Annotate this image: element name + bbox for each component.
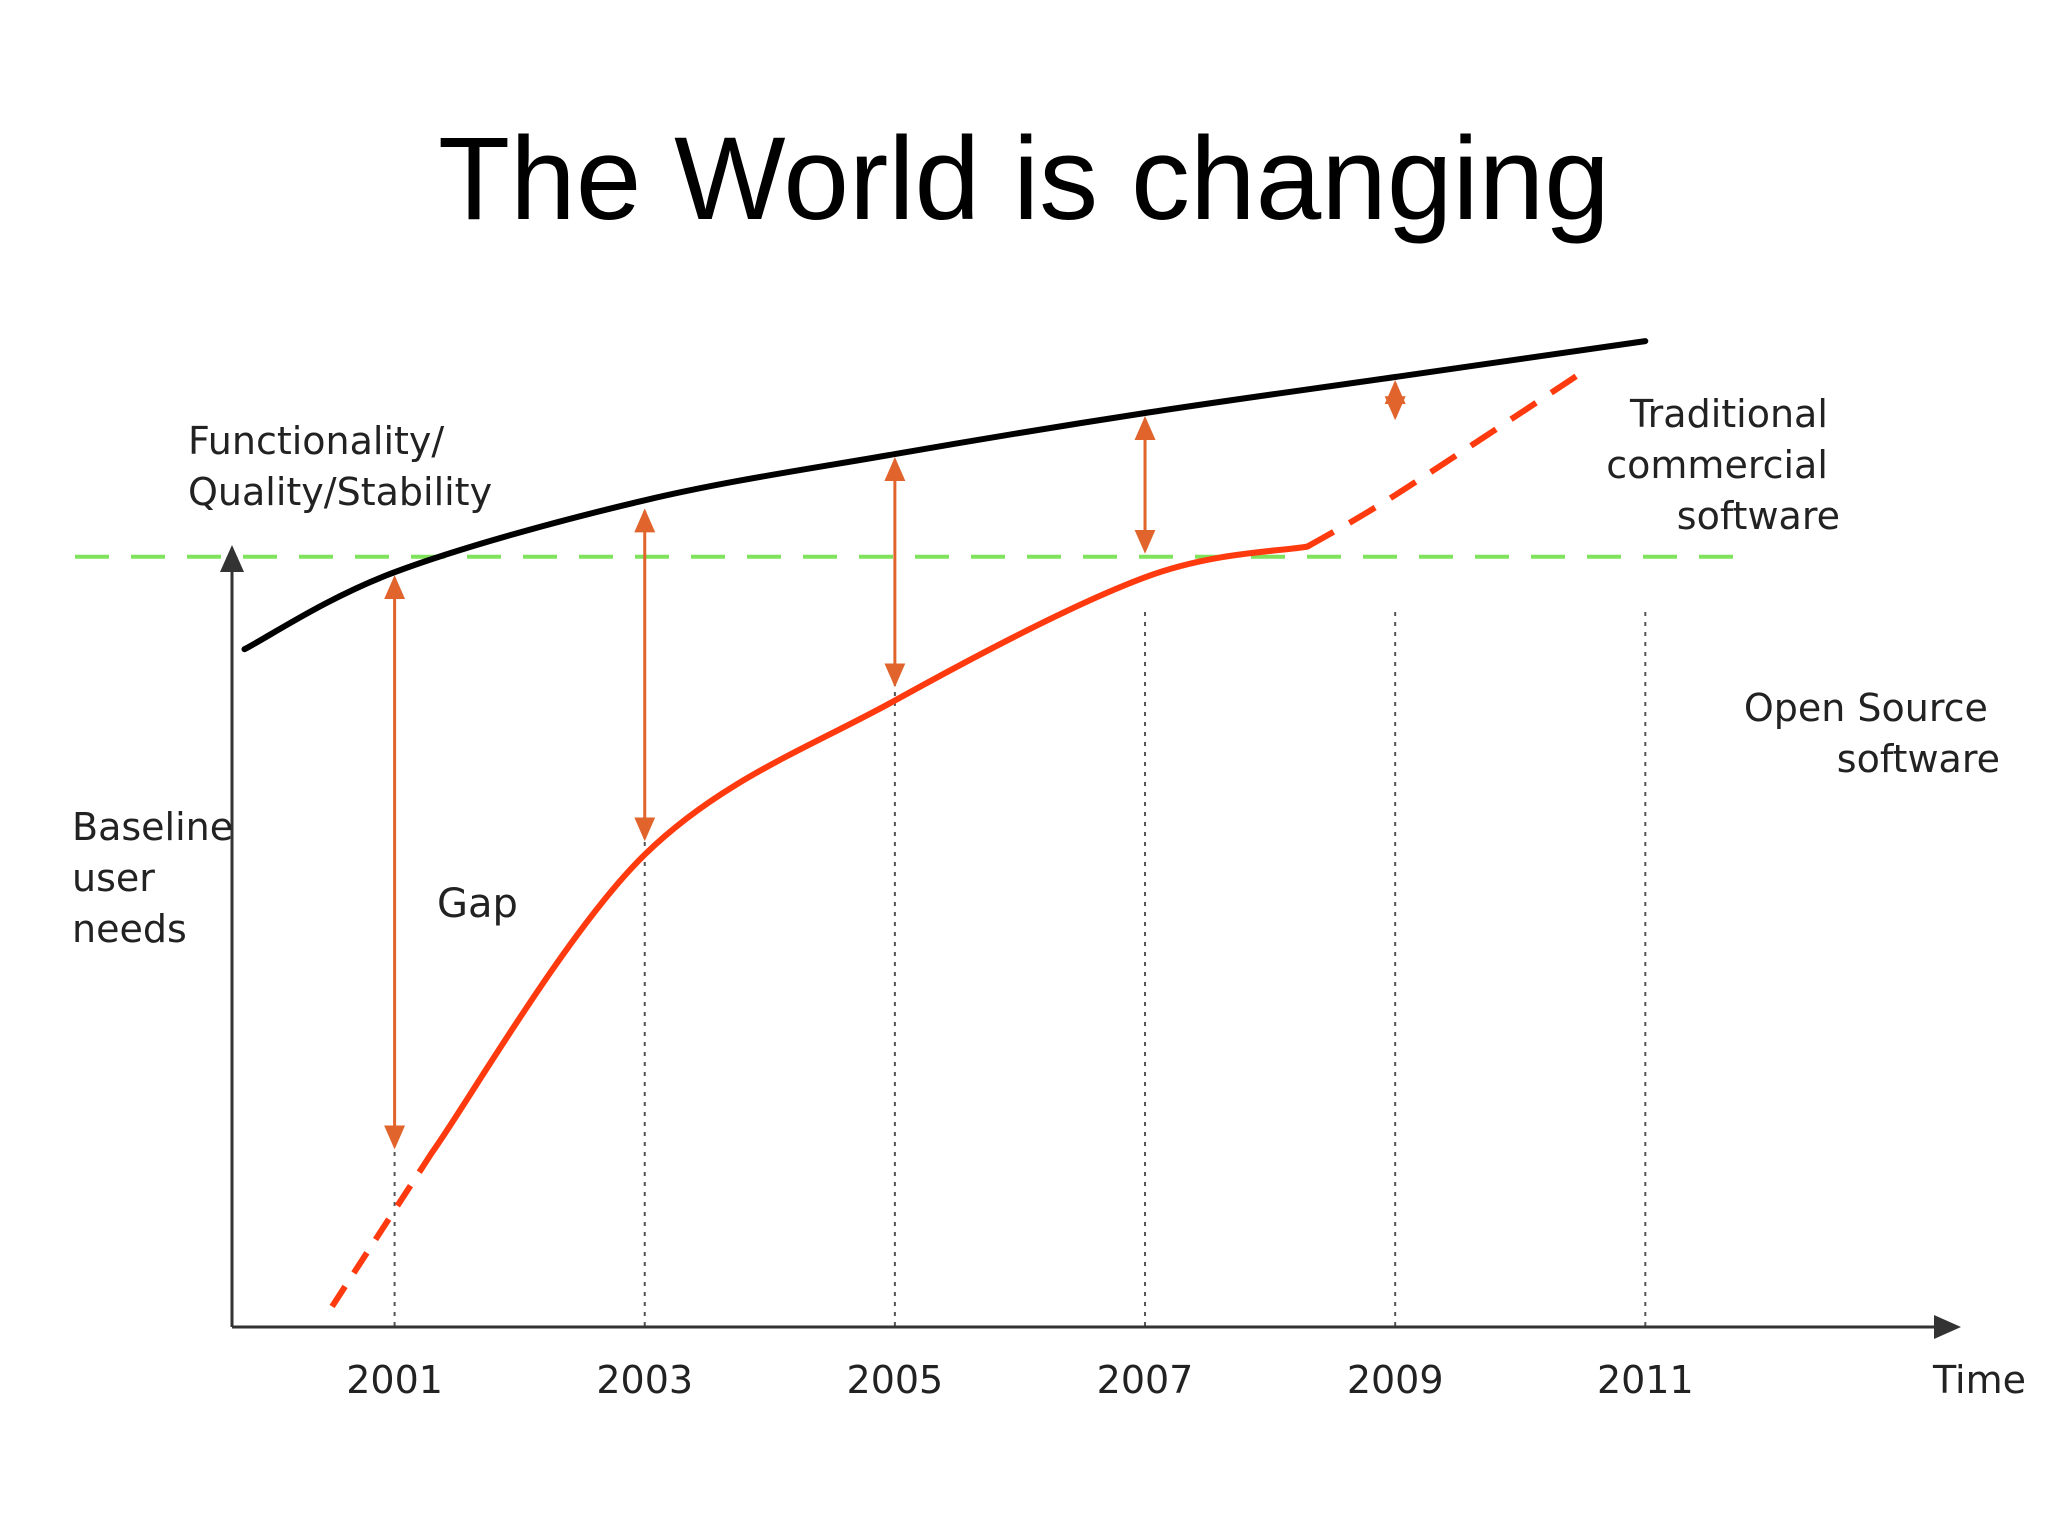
x-axis-label: Time: [1932, 1358, 2026, 1402]
x-tick-2011: 2011: [1597, 1358, 1694, 1402]
open-source-label-line1: Open Source: [1744, 686, 1988, 730]
open-source-label: Open Source software: [1744, 686, 2000, 781]
baseline-label-line1: Baseline: [72, 805, 233, 849]
series-lines: [241, 338, 1649, 1309]
gap-label: Gap: [437, 881, 518, 927]
y-axis-label-line2: Quality/Stability: [188, 470, 492, 514]
baseline-needs-label: Baseline user needs: [72, 805, 245, 951]
series-open-source-dashed-end: [1306, 369, 1585, 550]
baseline-label-line3: needs: [72, 907, 187, 951]
traditional-software-label: Traditional commercial software: [1606, 392, 1840, 538]
open-source-label-line2: software: [1837, 737, 2000, 781]
y-axis-label: Functionality/ Quality/Stability: [188, 419, 492, 514]
y-axis-label-line1: Functionality/: [188, 419, 444, 463]
series-traditional-commercial-software: [241, 338, 1649, 653]
series-open-source-dashed-start: [329, 1150, 435, 1309]
x-tick-2007: 2007: [1097, 1358, 1194, 1402]
x-tick-2001: 2001: [346, 1358, 443, 1402]
baseline-label-line2: user: [72, 856, 155, 900]
x-tick-2005: 2005: [847, 1358, 944, 1402]
traditional-label-line2: commercial: [1606, 443, 1828, 487]
vertical-gridlines: [393, 612, 1647, 1327]
traditional-label-line1: Traditional: [1629, 392, 1828, 436]
slide-title: The World is changing: [438, 113, 1610, 245]
gap-arrows: [384, 380, 1406, 1150]
x-tick-2009: 2009: [1347, 1358, 1444, 1402]
x-tick-2003: 2003: [596, 1358, 693, 1402]
traditional-label-line3: software: [1677, 494, 1840, 538]
x-tick-labels: 2001 2003 2005 2007 2009 2011: [346, 1358, 1693, 1402]
series-open-source-solid: [429, 543, 1311, 1156]
